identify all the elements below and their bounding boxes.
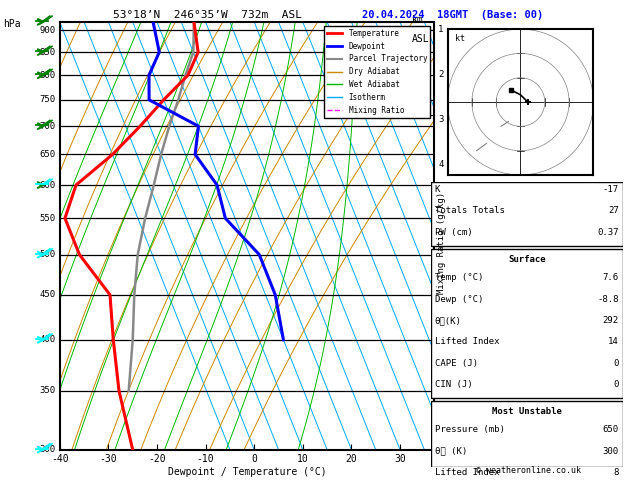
Text: © weatheronline.co.uk: © weatheronline.co.uk <box>476 466 581 475</box>
Text: 6: 6 <box>438 250 443 259</box>
Text: 53°18’N  246°35’W  732m  ASL: 53°18’N 246°35’W 732m ASL <box>113 10 302 20</box>
Text: 0.37: 0.37 <box>598 228 619 237</box>
Text: km: km <box>412 15 424 25</box>
Text: Pressure (mb): Pressure (mb) <box>435 425 504 434</box>
Text: 850: 850 <box>40 48 55 56</box>
Text: 650: 650 <box>40 150 55 159</box>
Text: hPa: hPa <box>3 19 21 30</box>
Text: 600: 600 <box>40 180 55 190</box>
Text: 800: 800 <box>40 70 55 80</box>
Text: 300: 300 <box>40 445 55 454</box>
Text: 8: 8 <box>613 468 619 477</box>
Text: 7.6: 7.6 <box>603 273 619 282</box>
Text: CAPE (J): CAPE (J) <box>435 359 477 367</box>
Text: 300: 300 <box>603 447 619 456</box>
Text: 350: 350 <box>40 386 55 395</box>
Text: Most Unstable: Most Unstable <box>492 407 562 416</box>
Text: 1: 1 <box>438 25 443 35</box>
Text: -17: -17 <box>603 185 619 194</box>
Text: Mixing Ratio (g/kg): Mixing Ratio (g/kg) <box>437 192 446 294</box>
Text: 0: 0 <box>613 380 619 389</box>
Text: 4: 4 <box>438 160 443 169</box>
Text: 450: 450 <box>40 290 55 299</box>
Text: PW (cm): PW (cm) <box>435 228 472 237</box>
Text: θᴁ (K): θᴁ (K) <box>435 447 467 456</box>
Text: Totals Totals: Totals Totals <box>435 207 504 215</box>
FancyBboxPatch shape <box>431 401 623 486</box>
X-axis label: Dewpoint / Temperature (°C): Dewpoint / Temperature (°C) <box>167 467 326 477</box>
Legend: Temperature, Dewpoint, Parcel Trajectory, Dry Adiabat, Wet Adiabat, Isotherm, Mi: Temperature, Dewpoint, Parcel Trajectory… <box>324 26 430 118</box>
Text: Temp (°C): Temp (°C) <box>435 273 483 282</box>
Text: 0: 0 <box>613 359 619 367</box>
Text: -8.8: -8.8 <box>598 295 619 304</box>
Text: 14: 14 <box>608 337 619 346</box>
Text: 500: 500 <box>40 250 55 259</box>
Text: CIN (J): CIN (J) <box>435 380 472 389</box>
Text: 2: 2 <box>438 70 443 79</box>
Text: θᴁ(K): θᴁ(K) <box>435 316 462 325</box>
Text: 8: 8 <box>438 340 443 349</box>
FancyBboxPatch shape <box>431 249 623 399</box>
Text: 3: 3 <box>438 115 443 124</box>
Text: Lifted Index: Lifted Index <box>435 337 499 346</box>
Text: LCL: LCL <box>459 111 474 120</box>
Text: kt: kt <box>455 35 465 43</box>
Text: K: K <box>435 185 440 194</box>
Text: Dewp (°C): Dewp (°C) <box>435 295 483 304</box>
Text: 27: 27 <box>608 207 619 215</box>
Text: 7: 7 <box>438 295 443 304</box>
Text: 5: 5 <box>438 205 443 214</box>
Text: 750: 750 <box>40 95 55 104</box>
Text: 20.04.2024  18GMT  (Base: 00): 20.04.2024 18GMT (Base: 00) <box>362 10 543 20</box>
Text: 650: 650 <box>603 425 619 434</box>
Text: 292: 292 <box>603 316 619 325</box>
FancyBboxPatch shape <box>431 467 623 486</box>
FancyBboxPatch shape <box>431 182 623 246</box>
Text: Surface: Surface <box>508 255 545 264</box>
Text: 900: 900 <box>40 26 55 35</box>
Text: 550: 550 <box>40 214 55 223</box>
Text: 400: 400 <box>40 335 55 344</box>
Text: Lifted Index: Lifted Index <box>435 468 499 477</box>
Text: 700: 700 <box>40 122 55 131</box>
Text: ASL: ASL <box>412 34 430 44</box>
